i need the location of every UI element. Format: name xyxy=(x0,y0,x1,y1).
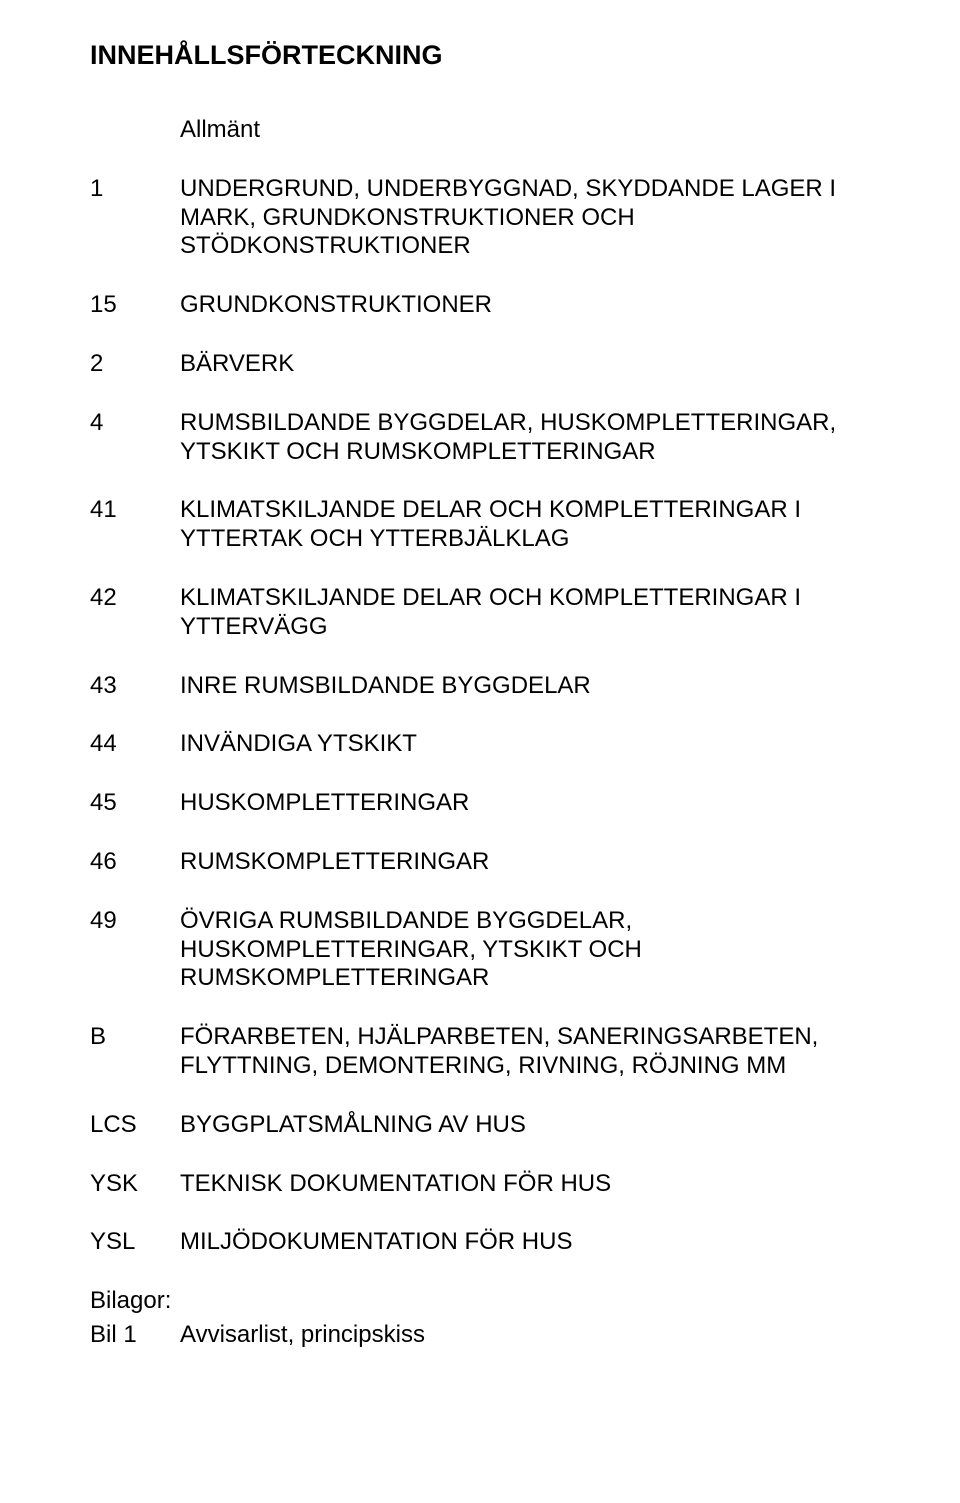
toc-code: YSK xyxy=(90,1170,180,1198)
toc-code: 4 xyxy=(90,409,180,437)
document-page: INNEHÅLLSFÖRTECKNING Allmänt 1UNDERGRUND,… xyxy=(0,0,960,1503)
toc-container: Allmänt 1UNDERGRUND, UNDERBYGGNAD, SKYDDA… xyxy=(90,116,890,1257)
toc-code: 46 xyxy=(90,848,180,876)
toc-text: RUMSKOMPLETTERINGAR xyxy=(180,848,890,877)
toc-text: BYGGPLATSMÅLNING AV HUS xyxy=(180,1111,890,1140)
toc-code: LCS xyxy=(90,1111,180,1139)
toc-text: RUMSBILDANDE BYGGDELAR, HUSKOMPLETTERING… xyxy=(180,409,890,467)
toc-code: YSL xyxy=(90,1228,180,1256)
toc-text: FÖRARBETEN, HJÄLPARBETEN, SANERINGSARBET… xyxy=(180,1023,890,1081)
toc-row: 49ÖVRIGA RUMSBILDANDE BYGGDELAR, HUSKOMP… xyxy=(90,907,890,993)
toc-text: Allmänt xyxy=(180,116,890,145)
toc-text: INVÄNDIGA YTSKIKT xyxy=(180,730,890,759)
toc-row: 45HUSKOMPLETTERINGAR xyxy=(90,789,890,818)
toc-text: TEKNISK DOKUMENTATION FÖR HUS xyxy=(180,1170,890,1199)
toc-row: YSKTEKNISK DOKUMENTATION FÖR HUS xyxy=(90,1170,890,1199)
toc-row: 43INRE RUMSBILDANDE BYGGDELAR xyxy=(90,672,890,701)
toc-row: 46RUMSKOMPLETTERINGAR xyxy=(90,848,890,877)
toc-code: 1 xyxy=(90,175,180,203)
toc-text: GRUNDKONSTRUKTIONER xyxy=(180,291,890,320)
toc-row: LCSBYGGPLATSMÅLNING AV HUS xyxy=(90,1111,890,1140)
attachment-item-code: Bil 1 xyxy=(90,1321,180,1349)
toc-code: 42 xyxy=(90,584,180,612)
toc-row: Allmänt xyxy=(90,116,890,145)
document-title: INNEHÅLLSFÖRTECKNING xyxy=(90,40,890,71)
attachments-label: Bilagor: xyxy=(90,1287,180,1315)
toc-code: 2 xyxy=(90,350,180,378)
toc-text: KLIMATSKILJANDE DELAR OCH KOMPLETTERINGA… xyxy=(180,584,890,642)
toc-row: 44INVÄNDIGA YTSKIKT xyxy=(90,730,890,759)
toc-row: 4RUMSBILDANDE BYGGDELAR, HUSKOMPLETTERIN… xyxy=(90,409,890,467)
toc-text: ÖVRIGA RUMSBILDANDE BYGGDELAR, HUSKOMPLE… xyxy=(180,907,890,993)
toc-text: BÄRVERK xyxy=(180,350,890,379)
toc-row: BFÖRARBETEN, HJÄLPARBETEN, SANERINGSARBE… xyxy=(90,1023,890,1081)
toc-row: YSLMILJÖDOKUMENTATION FÖR HUS xyxy=(90,1228,890,1257)
toc-code: 45 xyxy=(90,789,180,817)
toc-code: 41 xyxy=(90,496,180,524)
toc-row: 1UNDERGRUND, UNDERBYGGNAD, SKYDDANDE LAG… xyxy=(90,175,890,261)
attachments-label-row: Bilagor: xyxy=(90,1287,890,1315)
toc-row: 15GRUNDKONSTRUKTIONER xyxy=(90,291,890,320)
toc-text: INRE RUMSBILDANDE BYGGDELAR xyxy=(180,672,890,701)
toc-code: B xyxy=(90,1023,180,1051)
toc-row: 2BÄRVERK xyxy=(90,350,890,379)
attachment-item-row: Bil 1 Avvisarlist, principskiss xyxy=(90,1321,890,1350)
toc-code: 49 xyxy=(90,907,180,935)
toc-row: 41KLIMATSKILJANDE DELAR OCH KOMPLETTERIN… xyxy=(90,496,890,554)
toc-code: 15 xyxy=(90,291,180,319)
toc-text: UNDERGRUND, UNDERBYGGNAD, SKYDDANDE LAGE… xyxy=(180,175,890,261)
toc-code: 44 xyxy=(90,730,180,758)
toc-row: 42KLIMATSKILJANDE DELAR OCH KOMPLETTERIN… xyxy=(90,584,890,642)
toc-text: HUSKOMPLETTERINGAR xyxy=(180,789,890,818)
toc-code: 43 xyxy=(90,672,180,700)
toc-text: KLIMATSKILJANDE DELAR OCH KOMPLETTERINGA… xyxy=(180,496,890,554)
toc-text: MILJÖDOKUMENTATION FÖR HUS xyxy=(180,1228,890,1257)
attachment-item-text: Avvisarlist, principskiss xyxy=(180,1321,890,1350)
